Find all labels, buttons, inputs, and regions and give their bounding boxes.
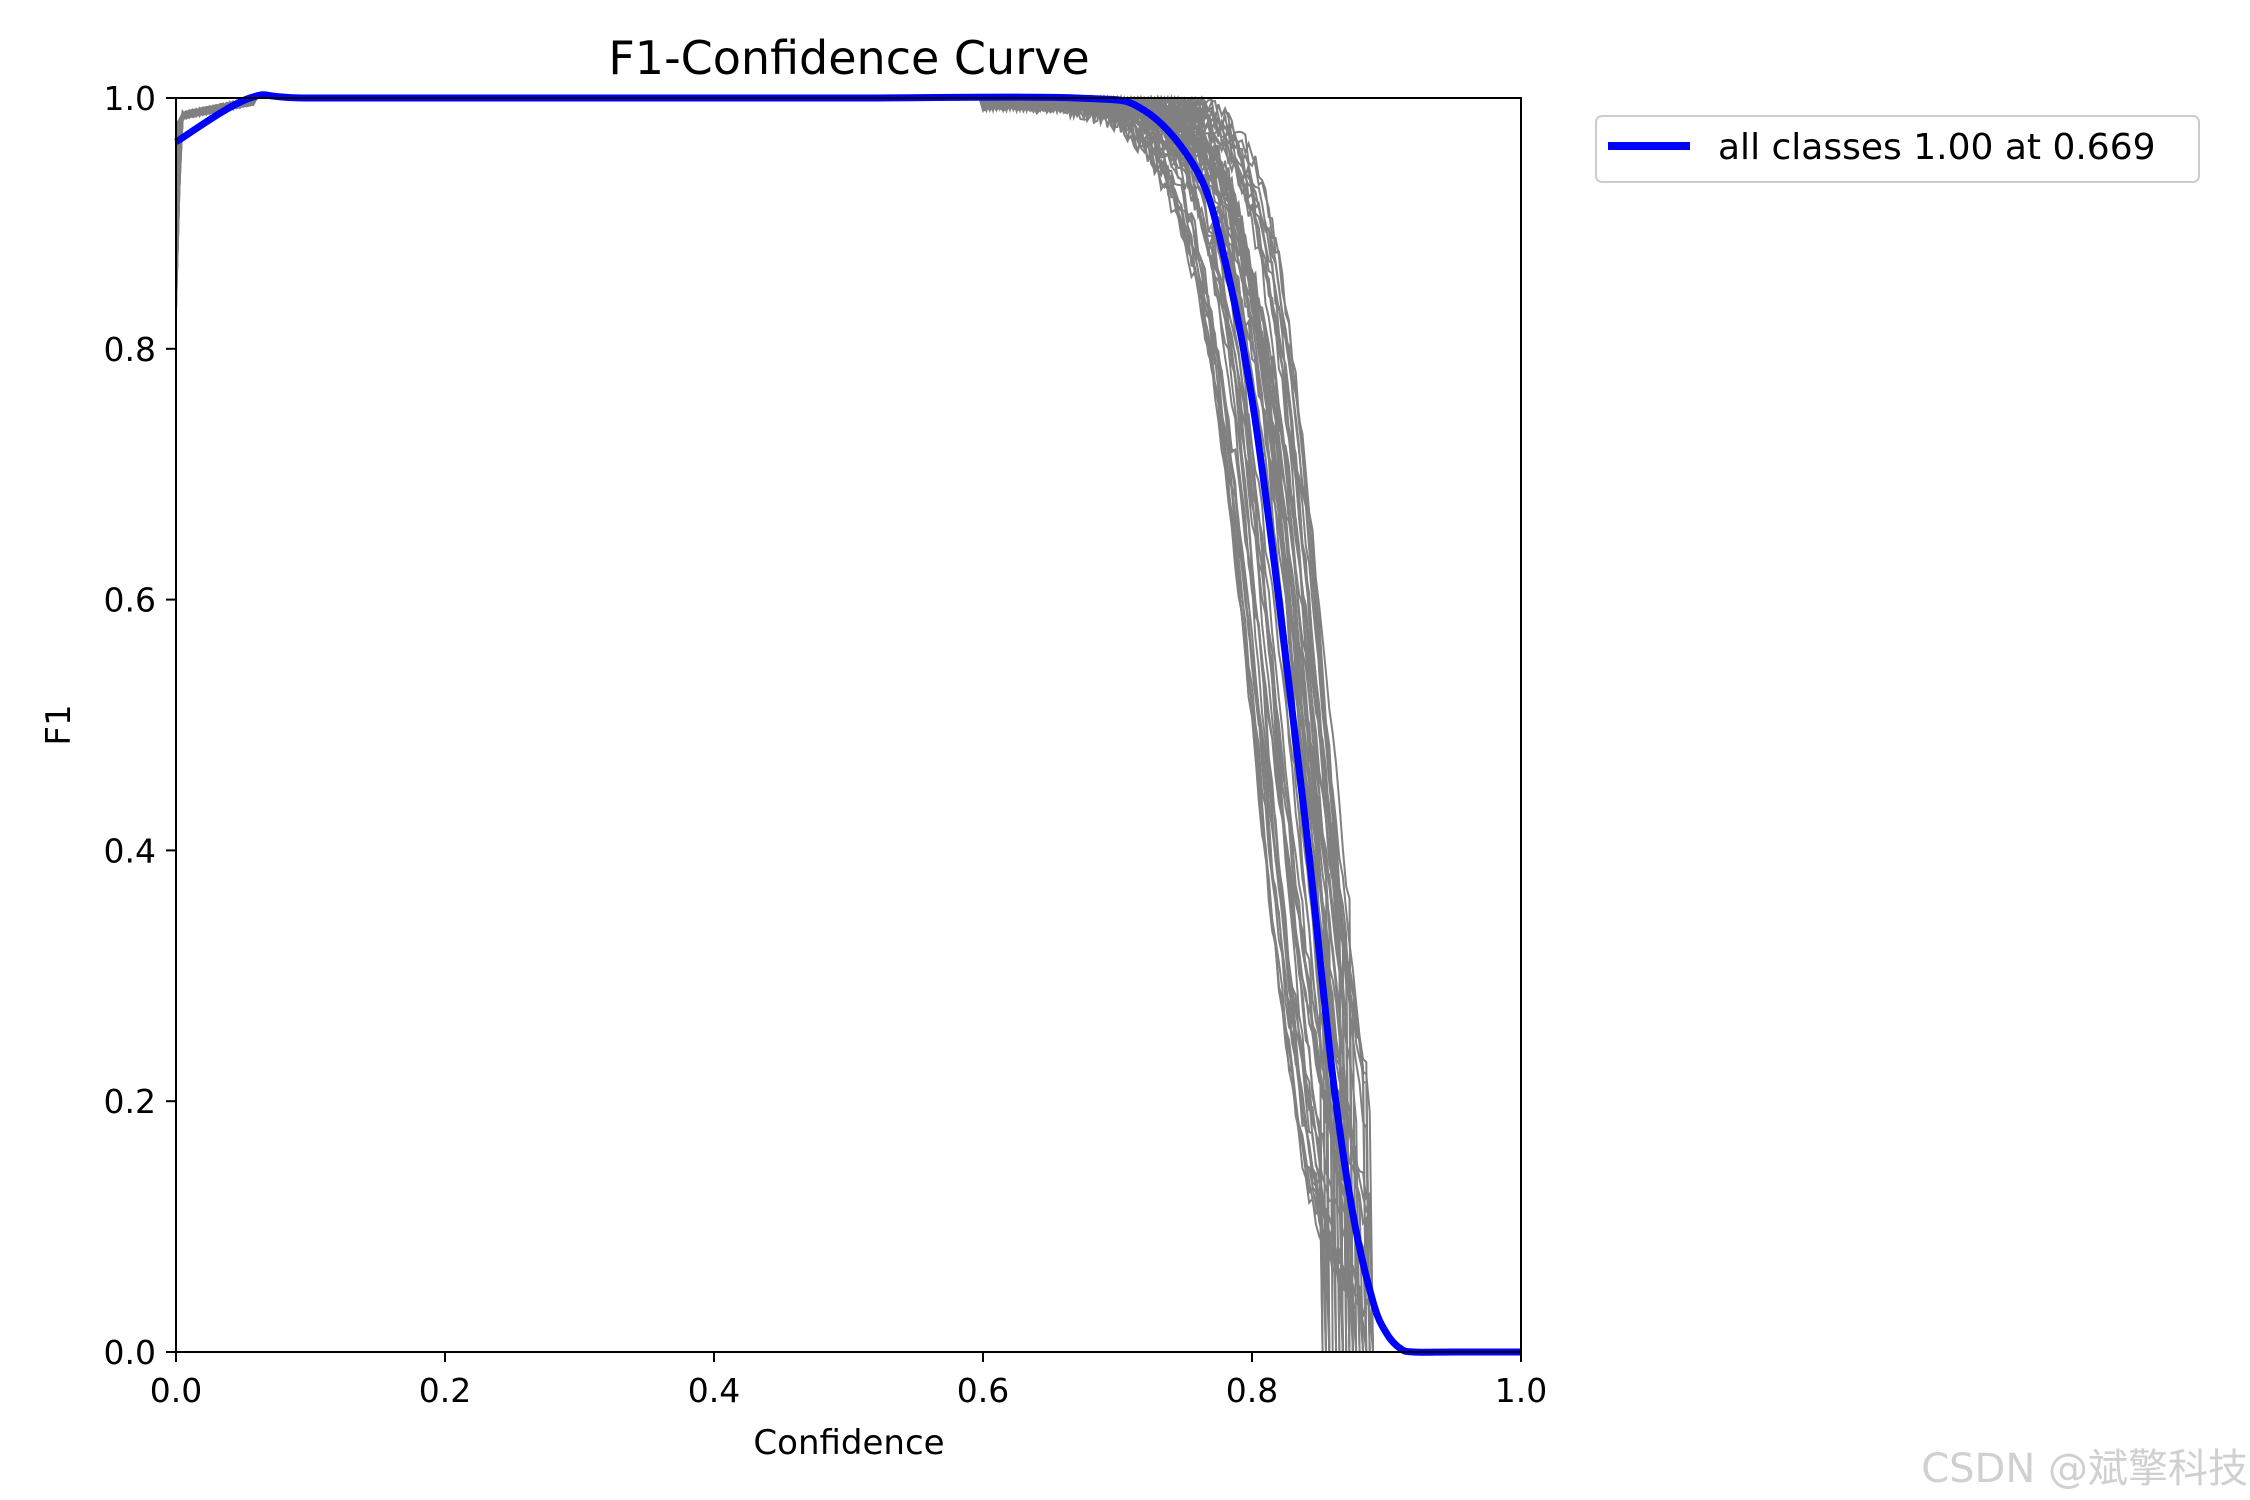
class-curve xyxy=(175,94,1364,1353)
class-curves-group xyxy=(175,94,1377,1353)
class-curve xyxy=(175,94,1347,1353)
class-curve xyxy=(175,95,1357,1353)
class-curve xyxy=(175,94,1331,1353)
class-curve xyxy=(175,94,1353,1353)
class-curve xyxy=(175,94,1374,1353)
class-curve xyxy=(175,94,1347,1353)
class-curve xyxy=(175,94,1353,1353)
class-curve xyxy=(175,94,1357,1353)
x-tick-label: 0.6 xyxy=(957,1371,1009,1410)
class-curve xyxy=(175,94,1337,1353)
class-curve xyxy=(175,94,1373,1353)
class-curve xyxy=(175,94,1351,1353)
class-curve xyxy=(175,94,1350,1353)
class-curve xyxy=(175,94,1344,1353)
x-tick-label: 1.0 xyxy=(1495,1371,1547,1410)
class-curve xyxy=(175,94,1360,1353)
class-curve xyxy=(175,94,1353,1353)
class-curve xyxy=(175,94,1370,1353)
class-curve xyxy=(175,94,1348,1353)
class-curve xyxy=(175,94,1333,1353)
legend-label: all classes 1.00 at 0.669 xyxy=(1718,127,2156,168)
y-tick-label: 0.0 xyxy=(104,1333,156,1372)
class-curve xyxy=(175,95,1333,1353)
x-axis-ticks: 0.0 0.2 0.4 0.6 0.8 1.0 xyxy=(150,1352,1547,1410)
class-curve xyxy=(175,94,1364,1353)
class-curve xyxy=(175,94,1370,1353)
class-curve xyxy=(175,94,1360,1353)
x-tick-label: 0.4 xyxy=(688,1371,740,1410)
y-axis-ticks: 0.0 0.2 0.4 0.6 0.8 1.0 xyxy=(104,79,176,1372)
class-curve xyxy=(175,96,1338,1353)
plot-area xyxy=(174,91,1522,1356)
class-curve xyxy=(175,96,1364,1353)
class-curve xyxy=(175,95,1344,1353)
class-curve xyxy=(175,95,1368,1353)
class-curve xyxy=(175,94,1373,1353)
class-curve xyxy=(175,94,1341,1353)
x-tick-label: 0.2 xyxy=(419,1371,471,1410)
class-curve xyxy=(175,94,1347,1353)
y-axis-label: F1 xyxy=(39,704,79,745)
class-curve xyxy=(175,94,1343,1353)
class-curve xyxy=(175,95,1357,1353)
class-curve xyxy=(175,94,1350,1353)
class-curve xyxy=(175,96,1374,1353)
class-curve xyxy=(175,94,1330,1353)
y-tick-label: 0.8 xyxy=(104,330,156,369)
class-curve xyxy=(175,96,1371,1353)
class-curve xyxy=(175,95,1344,1353)
class-curve xyxy=(175,94,1327,1353)
chart-title: F1-Confidence Curve xyxy=(608,31,1089,85)
legend: all classes 1.00 at 0.669 xyxy=(1595,115,2200,183)
class-curve xyxy=(175,94,1338,1353)
class-curve xyxy=(175,95,1324,1353)
class-curve xyxy=(175,95,1368,1353)
class-curve xyxy=(175,94,1361,1353)
class-curve xyxy=(175,95,1360,1353)
y-tick-label: 1.0 xyxy=(104,79,156,118)
class-curve xyxy=(175,95,1351,1353)
class-curve xyxy=(175,95,1331,1353)
class-curve xyxy=(175,94,1353,1353)
class-curve xyxy=(175,94,1363,1353)
y-tick-label: 0.4 xyxy=(104,831,156,870)
x-axis-label: Confidence xyxy=(753,1423,944,1463)
class-curve xyxy=(175,95,1340,1353)
y-tick-label: 0.2 xyxy=(104,1082,156,1121)
x-tick-label: 0.0 xyxy=(150,1371,202,1410)
class-curve xyxy=(175,94,1353,1353)
class-curve xyxy=(175,94,1373,1353)
class-curve xyxy=(175,94,1344,1353)
watermark: CSDN @斌擎科技 xyxy=(1921,1446,2248,1492)
y-tick-label: 0.6 xyxy=(104,581,156,620)
legend-box xyxy=(1595,115,2200,183)
x-tick-label: 0.8 xyxy=(1226,1371,1278,1410)
plot-frame xyxy=(175,97,1522,1353)
class-curve xyxy=(175,94,1357,1353)
class-curve xyxy=(175,94,1331,1353)
class-curve xyxy=(175,94,1361,1353)
class-curve xyxy=(175,95,1344,1353)
class-curve xyxy=(175,95,1324,1353)
class-curve xyxy=(175,95,1326,1353)
class-curve xyxy=(175,95,1330,1353)
